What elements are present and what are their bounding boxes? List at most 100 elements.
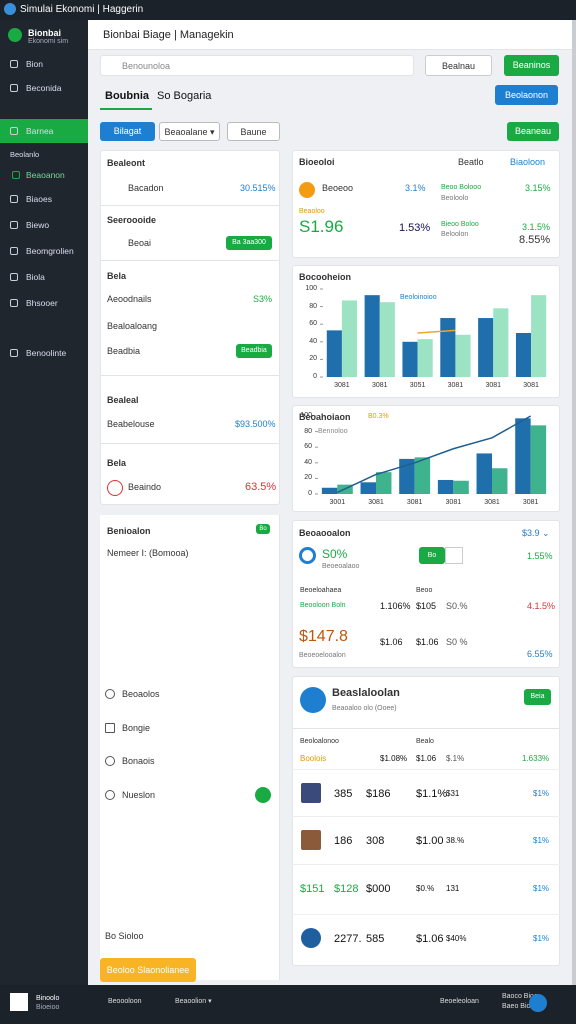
option[interactable]: Bonaois [122,756,155,766]
button[interactable]: Baune [227,122,280,141]
row-label: Bealoaloang [107,321,158,331]
button[interactable]: Beolaonon [495,85,558,105]
sidebar-item[interactable]: Beolanlo [10,150,40,159]
radio[interactable] [105,689,115,699]
column-header: Bealo [416,738,434,745]
panel-title: Benioalon [107,526,151,536]
row-divider [292,816,560,817]
button[interactable]: Bilagat [100,122,155,141]
x-tick-label: 3081 [447,382,464,389]
subtitle: Bennoloo [318,428,348,435]
tab[interactable]: Boubnia [105,90,149,102]
chart-card [292,265,560,398]
summary-card [292,150,560,258]
x-tick-label: 3081 [445,499,462,506]
card-title: Bela [107,458,127,468]
item-icon [10,247,18,255]
y-tick-label: 100 [300,412,312,419]
value: S0 % [446,637,468,647]
divider [100,205,280,206]
cell: $1% [533,884,550,893]
y-tick-label: 0 [313,373,317,380]
cell: 585 [366,933,385,945]
cell: $1.00 [416,835,444,847]
search-box[interactable] [100,55,414,76]
button[interactable]: Ba 3aa300 [226,236,272,250]
cell: $1% [533,934,550,943]
button[interactable]: Beaninos [504,55,559,76]
link[interactable]: Biaoloon [510,157,546,167]
radio[interactable] [105,756,115,766]
sidebar-item[interactable]: Biewo [26,220,50,230]
item-icon [10,127,18,135]
y-tick-label: 0 [308,490,312,497]
logo [300,687,326,713]
row-divider [292,914,560,915]
card-title: Bela [107,271,127,281]
cell: 186 [334,835,353,847]
sub: Beoeoalaoo [322,563,360,570]
taskbar-item[interactable]: Beaoolion ▾ [175,998,212,1005]
button[interactable]: Bo [419,547,445,564]
button[interactable]: Beaoalane ▾ [159,122,220,141]
cell: 308 [366,835,385,847]
button[interactable]: Beoloo Slaonolianee [100,958,196,982]
taskbar-item[interactable]: Beoeleoloan [440,998,479,1005]
value: 1.106% [380,601,411,611]
sidebar-item[interactable]: Beomgrolien [26,246,74,256]
button[interactable]: Beaneau [507,122,559,141]
item-icon [10,273,18,281]
table-card [292,676,560,966]
button[interactable]: Bo [256,524,270,534]
value: 1.55% [527,551,553,561]
avatar [529,994,547,1012]
value: $1.06 [380,637,403,647]
chart-title: Bocooheion [299,272,351,282]
sidebar [0,20,88,985]
taskbar-item[interactable]: Beoooloon [108,998,142,1005]
row-value: 63.5% [245,481,277,493]
brand-icon [8,28,22,42]
option[interactable]: Beoaolos [122,689,160,699]
option[interactable]: Bongie [122,723,151,733]
button[interactable]: Beadbia [236,344,272,358]
sub: Beloolon [441,231,469,238]
taskbar-item[interactable]: Baeo Bio [502,1003,531,1010]
card-title: Beoaooalon [299,528,351,538]
cell: $40% [446,934,467,943]
sidebar-item[interactable]: Bion [26,59,44,69]
sidebar-item[interactable]: Beconida [26,83,62,93]
row-label: Beabelouse [107,419,155,429]
brand: Bionbai [28,28,61,38]
button[interactable]: Beia [524,689,551,705]
radio[interactable] [105,790,115,800]
value: $1.06 [416,637,439,647]
sidebar-item[interactable]: Biaoes [26,194,52,204]
label: Bieoo Boloo [441,221,479,228]
y-tick-label: 60 [304,443,312,451]
value: 3.15% [525,183,551,193]
sidebar-item[interactable]: Biola [26,272,45,282]
y-tick-label: 100 [305,285,317,292]
annotation: Beoloinoioo [400,294,437,301]
button[interactable]: Bealnau [425,55,492,76]
tab[interactable]: So Bogaria [157,90,212,102]
row-label: Beaindo [128,482,162,492]
sidebar-item[interactable]: Bhsooer [26,298,58,308]
taskbar-item[interactable]: Baoco Bioo [502,993,538,1000]
x-tick-label: 3081 [371,382,388,389]
item-icon [10,349,18,357]
sidebar-item[interactable]: Benoolinte [26,348,67,358]
sidebar-item[interactable]: Beaoanon [26,170,65,180]
link[interactable]: Beatlo [458,157,484,167]
option[interactable]: Nueslon [122,790,156,800]
radio[interactable] [105,723,115,733]
value: 3.1.5% [522,222,551,232]
left-panel [100,515,280,980]
item-icon [10,195,18,203]
toggle-off[interactable] [445,547,463,564]
sidebar-item[interactable]: Barnea [26,126,54,136]
row-divider [292,769,560,770]
tab-underline [100,108,152,110]
value: 6.55% [527,649,553,659]
